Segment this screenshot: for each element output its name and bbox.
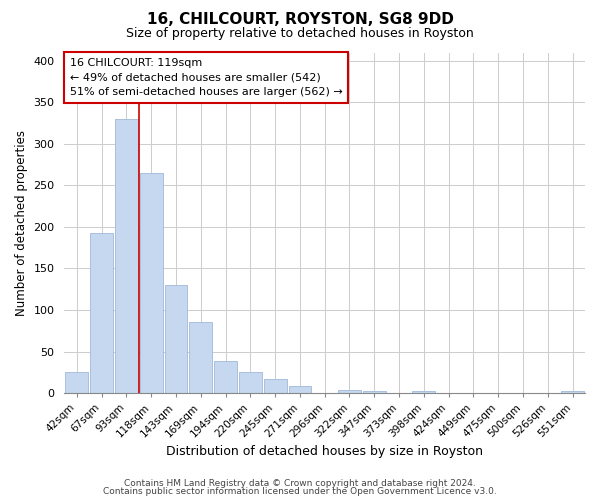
Bar (289, 386, 311, 393)
Text: Contains HM Land Registry data © Crown copyright and database right 2024.: Contains HM Land Registry data © Crown c… (124, 478, 476, 488)
Bar (214, 362, 237, 393)
Bar (561, 392, 584, 393)
Bar (140, 173, 163, 393)
Text: Size of property relative to detached houses in Royston: Size of property relative to detached ho… (126, 28, 474, 40)
Text: 16, CHILCOURT, ROYSTON, SG8 9DD: 16, CHILCOURT, ROYSTON, SG8 9DD (146, 12, 454, 28)
X-axis label: Distribution of detached houses by size in Royston: Distribution of detached houses by size … (166, 444, 483, 458)
Bar (338, 390, 361, 393)
Bar (264, 379, 287, 393)
Bar (65, 372, 88, 393)
Bar (164, 285, 187, 393)
Bar (239, 372, 262, 393)
Text: Contains public sector information licensed under the Open Government Licence v3: Contains public sector information licen… (103, 487, 497, 496)
Bar (412, 392, 435, 393)
Bar (190, 322, 212, 393)
Y-axis label: Number of detached properties: Number of detached properties (15, 130, 28, 316)
Bar (363, 390, 386, 393)
Bar (90, 232, 113, 393)
Text: 16 CHILCOURT: 119sqm
← 49% of detached houses are smaller (542)
51% of semi-deta: 16 CHILCOURT: 119sqm ← 49% of detached h… (70, 58, 343, 97)
Bar (115, 119, 138, 393)
